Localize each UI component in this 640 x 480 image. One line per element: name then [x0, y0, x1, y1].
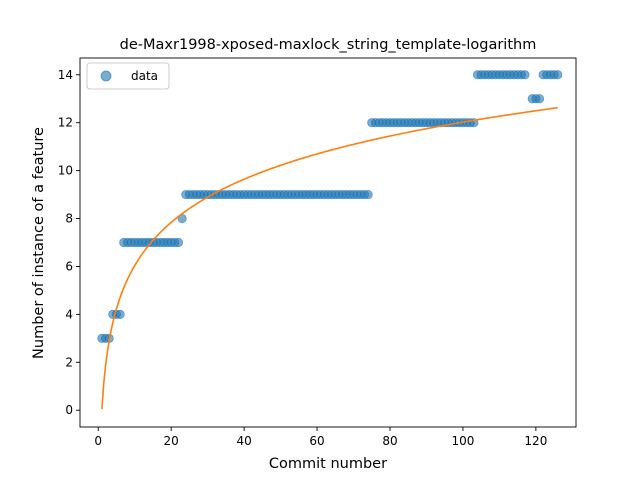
data-point: [520, 70, 530, 80]
legend: data: [86, 62, 170, 90]
x-tick-label: 0: [94, 434, 102, 448]
data-point: [534, 94, 545, 104]
axes: 0 20 40 60 80 100 120 0 2 4 6 8 10 12 14: [58, 57, 577, 448]
x-tick-label: 40: [236, 434, 251, 448]
x-tick-label: 120: [524, 434, 547, 448]
y-axis-label: Number of instance of a feature: [31, 127, 47, 359]
x-tick-label: 20: [164, 434, 179, 448]
y-tick-label: 2: [65, 355, 73, 369]
legend-label: data: [131, 69, 158, 83]
plot-area: [97, 70, 563, 410]
y-tick-label: 8: [65, 212, 73, 226]
chart-title: de-Maxr1998-xposed-maxlock_string_templa…: [120, 37, 537, 53]
legend-frame: [86, 62, 170, 90]
y-tick-label: 4: [65, 307, 73, 321]
x-axis-label: Commit number: [269, 456, 387, 472]
y-tick-label: 10: [58, 164, 73, 178]
y-tick-label: 12: [58, 116, 73, 130]
axes-frame: [79, 57, 577, 428]
x-tick-label: 60: [309, 434, 324, 448]
legend-marker: [100, 70, 112, 82]
data-point: [553, 70, 563, 80]
y-tick-label: 6: [65, 259, 73, 273]
data-point: [363, 189, 373, 200]
data-point: [173, 237, 184, 248]
data-point: [115, 309, 125, 319]
y-tick-label: 14: [58, 68, 73, 82]
fit-line: [101, 106, 558, 410]
y-tick-label: 0: [65, 403, 73, 417]
x-tick-label: 100: [451, 434, 474, 448]
x-tick-label: 80: [382, 434, 397, 448]
